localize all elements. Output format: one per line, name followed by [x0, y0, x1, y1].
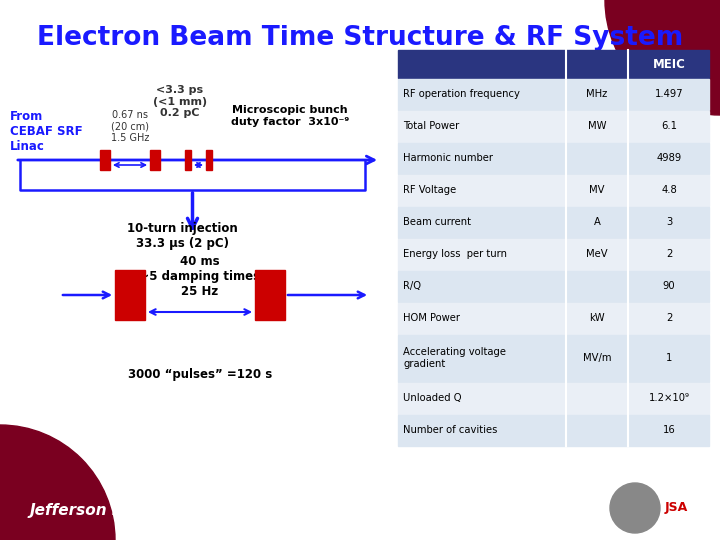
Bar [398, 207, 565, 238]
Bar [398, 383, 565, 414]
Bar [206, 150, 212, 170]
Bar [398, 175, 565, 206]
Bar [628, 271, 709, 302]
Text: kW: kW [589, 313, 605, 323]
Bar [566, 50, 627, 78]
Bar [398, 111, 565, 142]
Wedge shape [605, 0, 720, 115]
Text: Accelerating voltage
gradient: Accelerating voltage gradient [403, 347, 506, 369]
Text: Harmonic number: Harmonic number [403, 153, 493, 163]
Bar [566, 303, 627, 334]
Bar [150, 150, 160, 170]
Text: 2: 2 [666, 249, 672, 259]
Text: 1.497: 1.497 [654, 89, 683, 99]
Bar [628, 383, 709, 414]
Text: 40 ms
(~5 damping times)
25 Hz: 40 ms (~5 damping times) 25 Hz [134, 255, 266, 298]
Bar [628, 239, 709, 270]
Wedge shape [0, 425, 115, 540]
Text: Unloaded Q: Unloaded Q [403, 393, 462, 403]
Text: Beam current: Beam current [403, 217, 471, 227]
Text: MW: MW [588, 121, 606, 131]
Bar [566, 207, 627, 238]
Text: Jefferson Lab: Jefferson Lab [30, 503, 144, 517]
Bar [398, 271, 565, 302]
Bar [566, 239, 627, 270]
Bar [628, 79, 709, 110]
Bar [115, 270, 145, 320]
Bar [628, 303, 709, 334]
Text: 16: 16 [662, 425, 675, 435]
Text: 1.2×10⁹: 1.2×10⁹ [649, 393, 690, 403]
Text: 4.8: 4.8 [661, 185, 677, 195]
Text: 4989: 4989 [657, 153, 682, 163]
Text: 90: 90 [662, 281, 675, 291]
Text: Number of cavities: Number of cavities [403, 425, 498, 435]
Bar [398, 335, 565, 382]
Text: MEIC: MEIC [652, 57, 685, 71]
Bar [566, 271, 627, 302]
Bar [628, 335, 709, 382]
Text: MeV: MeV [586, 249, 608, 259]
Text: 0.67 ns
(20 cm)
1.5 GHz: 0.67 ns (20 cm) 1.5 GHz [111, 110, 149, 143]
Bar [398, 143, 565, 174]
Bar [628, 143, 709, 174]
Bar [398, 415, 565, 446]
Text: 3000 “pulses” =120 s: 3000 “pulses” =120 s [128, 368, 272, 381]
Text: MV/m: MV/m [582, 353, 611, 363]
Bar [566, 143, 627, 174]
Text: 3: 3 [666, 217, 672, 227]
Text: Total Power: Total Power [403, 121, 459, 131]
Bar [566, 111, 627, 142]
Text: R/Q: R/Q [403, 281, 421, 291]
Bar [398, 303, 565, 334]
Text: <3.3 ps
(<1 mm)
0.2 pC: <3.3 ps (<1 mm) 0.2 pC [153, 85, 207, 118]
Text: MV: MV [589, 185, 605, 195]
Text: Electron Beam Time Structure & RF System: Electron Beam Time Structure & RF System [37, 25, 683, 51]
Text: 6.1: 6.1 [661, 121, 677, 131]
Text: MHz: MHz [586, 89, 608, 99]
Text: 1: 1 [666, 353, 672, 363]
Bar [628, 50, 709, 78]
Text: Energy loss  per turn: Energy loss per turn [403, 249, 507, 259]
Bar [100, 150, 110, 170]
Bar [398, 79, 565, 110]
Text: Microscopic bunch
duty factor  3x10⁻⁹: Microscopic bunch duty factor 3x10⁻⁹ [231, 105, 349, 126]
Text: RF Voltage: RF Voltage [403, 185, 456, 195]
Text: A: A [593, 217, 600, 227]
Text: HOM Power: HOM Power [403, 313, 460, 323]
Text: From
CEBAF SRF
Linac: From CEBAF SRF Linac [10, 110, 83, 153]
Bar [628, 207, 709, 238]
Bar [185, 150, 191, 170]
Bar [628, 111, 709, 142]
Bar [566, 383, 627, 414]
Bar [566, 415, 627, 446]
Bar [255, 270, 285, 320]
Text: 2: 2 [666, 313, 672, 323]
Circle shape [610, 483, 660, 533]
Bar [566, 335, 627, 382]
Text: RF operation frequency: RF operation frequency [403, 89, 520, 99]
Bar [398, 239, 565, 270]
Bar [566, 79, 627, 110]
Text: 10-turn injection
33.3 μs (2 pC): 10-turn injection 33.3 μs (2 pC) [127, 222, 238, 250]
Text: JSA: JSA [665, 502, 688, 515]
Bar [566, 175, 627, 206]
Bar [628, 415, 709, 446]
Bar [628, 175, 709, 206]
Bar [398, 50, 565, 78]
